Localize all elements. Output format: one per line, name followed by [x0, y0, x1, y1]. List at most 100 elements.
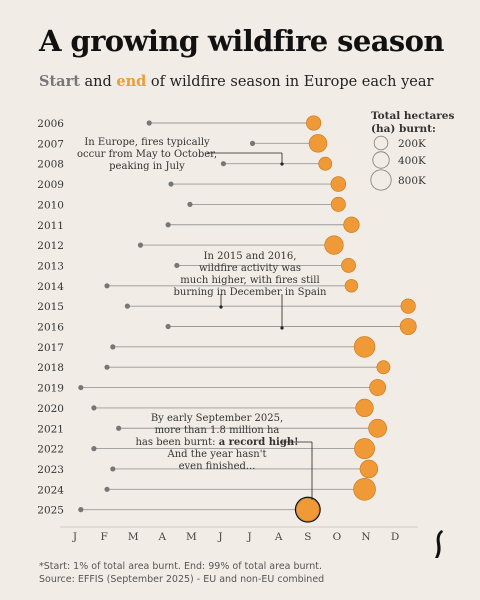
end-bubble	[376, 360, 391, 375]
annotation-2025-line: has been burnt: a record high!	[135, 437, 298, 448]
start-point	[146, 120, 152, 126]
annotation-2015-2016-line: In 2015 and 2016,	[204, 251, 297, 262]
x-tick-label: J	[246, 531, 251, 543]
end-bubble	[330, 176, 347, 192]
year-label: 2019	[37, 383, 64, 395]
start-point	[110, 344, 116, 350]
annotation-2025-highlight	[294, 496, 321, 523]
footer-source: Source: EFFIS (September 2025) - EU and …	[39, 574, 325, 585]
legend-bubble	[370, 169, 392, 191]
end-bubble	[308, 134, 328, 153]
annotation-2025-line: And the year hasn't	[166, 449, 266, 460]
start-point	[168, 181, 174, 187]
year-label: 2024	[37, 484, 64, 496]
start-point	[91, 405, 97, 411]
end-bubble	[343, 216, 360, 233]
end-bubble	[318, 156, 333, 171]
start-point	[124, 303, 130, 309]
annotation-2025-line: even finished...	[179, 461, 256, 472]
x-tick-label: N	[361, 531, 370, 543]
start-point	[116, 425, 122, 431]
annotation-typical-season-line: peaking in July	[109, 161, 185, 172]
end-bubble	[359, 459, 379, 479]
end-bubble	[353, 336, 376, 358]
footer: *Start: 1% of total area burnt. End: 99%…	[39, 560, 324, 586]
x-tick-label: J	[72, 531, 77, 543]
end-bubble	[330, 196, 346, 212]
annotation-2015-2016-line: wildfire activity was	[199, 263, 301, 274]
end-bubble	[368, 418, 388, 438]
subtitle-end-word: end	[116, 73, 147, 90]
year-label: 2022	[37, 444, 64, 456]
annotation-2025-line: By early September 2025,	[151, 413, 283, 424]
x-tick-label: M	[186, 531, 197, 543]
legend-entry-label: 200K	[398, 138, 426, 150]
x-tick-label: S	[304, 531, 311, 543]
subtitle-and: and	[84, 74, 112, 90]
legend-bubble	[373, 135, 389, 151]
start-point	[174, 262, 180, 269]
year-label: 2010	[37, 199, 64, 211]
legend-entry-label: 400K	[398, 155, 426, 167]
start-point	[249, 140, 256, 146]
annotation-2015-2016-line: burning in December in Spain	[174, 287, 328, 298]
year-label: 2008	[37, 159, 64, 171]
annotation-2015-dot	[219, 305, 223, 309]
start-point	[78, 384, 84, 391]
publisher-logo	[435, 530, 443, 558]
annotation-typical-season-line: occur from May to October,	[77, 149, 217, 160]
legend-bubble	[372, 151, 390, 169]
chart-title: A growing wildfire season	[39, 24, 444, 58]
year-label: 2007	[37, 138, 64, 150]
year-label: 2025	[37, 505, 64, 517]
start-point	[104, 486, 110, 492]
year-label: 2009	[37, 179, 64, 191]
x-tick-label: A	[158, 531, 167, 543]
end-bubble	[353, 477, 376, 501]
legend-title-line1: Total hectares	[371, 110, 454, 122]
x-tick-label: D	[391, 531, 399, 543]
end-bubble	[296, 497, 320, 522]
start-point	[104, 364, 110, 370]
x-tick-label: F	[100, 531, 107, 543]
legend-entry-label: 800K	[398, 175, 426, 187]
chart-subtitle: Start and end of wildfire season in Euro…	[39, 73, 433, 90]
year-label: 2021	[37, 423, 64, 435]
start-point	[78, 507, 84, 513]
year-label: 2006	[37, 118, 64, 130]
annotation-2025-line: more than 1.8 million ha	[155, 425, 280, 436]
end-bubble	[306, 115, 322, 131]
start-point	[165, 323, 171, 330]
subtitle-start-word: Start	[39, 73, 80, 90]
year-label: 2018	[37, 362, 64, 374]
x-tick-label: J	[217, 531, 222, 543]
end-bubble	[369, 379, 387, 396]
footer-note: *Start: 1% of total area burnt. End: 99%…	[39, 561, 323, 572]
end-bubble	[341, 258, 356, 273]
annotation-2025-bold: a record high!	[219, 437, 299, 448]
start-point	[187, 201, 193, 207]
wildfire-season-chart: 2006 2007 2008 2009 2010 2011 2012 2013 2014 2015…	[37, 110, 454, 543]
year-label: 2013	[37, 260, 64, 272]
year-label: 2020	[37, 403, 64, 415]
year-label: 2011	[37, 220, 64, 232]
x-tick-label: O	[333, 531, 342, 543]
year-label: 2015	[37, 301, 64, 313]
x-tick-label: M	[128, 531, 139, 543]
year-label: 2023	[37, 464, 64, 476]
start-point	[110, 466, 116, 472]
start-point	[165, 222, 171, 228]
start-point	[104, 283, 110, 289]
year-label: 2016	[37, 322, 64, 334]
year-label: 2014	[37, 281, 64, 293]
year-label: 2017	[37, 342, 64, 354]
end-bubble	[399, 318, 417, 335]
subtitle-rest: of wildfire season in Europe each year	[150, 74, 434, 90]
annotation-typical-dot	[280, 162, 284, 166]
end-bubble	[354, 438, 375, 460]
x-tick-label: A	[274, 531, 283, 543]
end-bubble	[355, 398, 374, 418]
legend-title-line2: (ha) burnt:	[371, 123, 436, 135]
end-bubble	[400, 298, 416, 314]
year-label: 2012	[37, 240, 64, 252]
